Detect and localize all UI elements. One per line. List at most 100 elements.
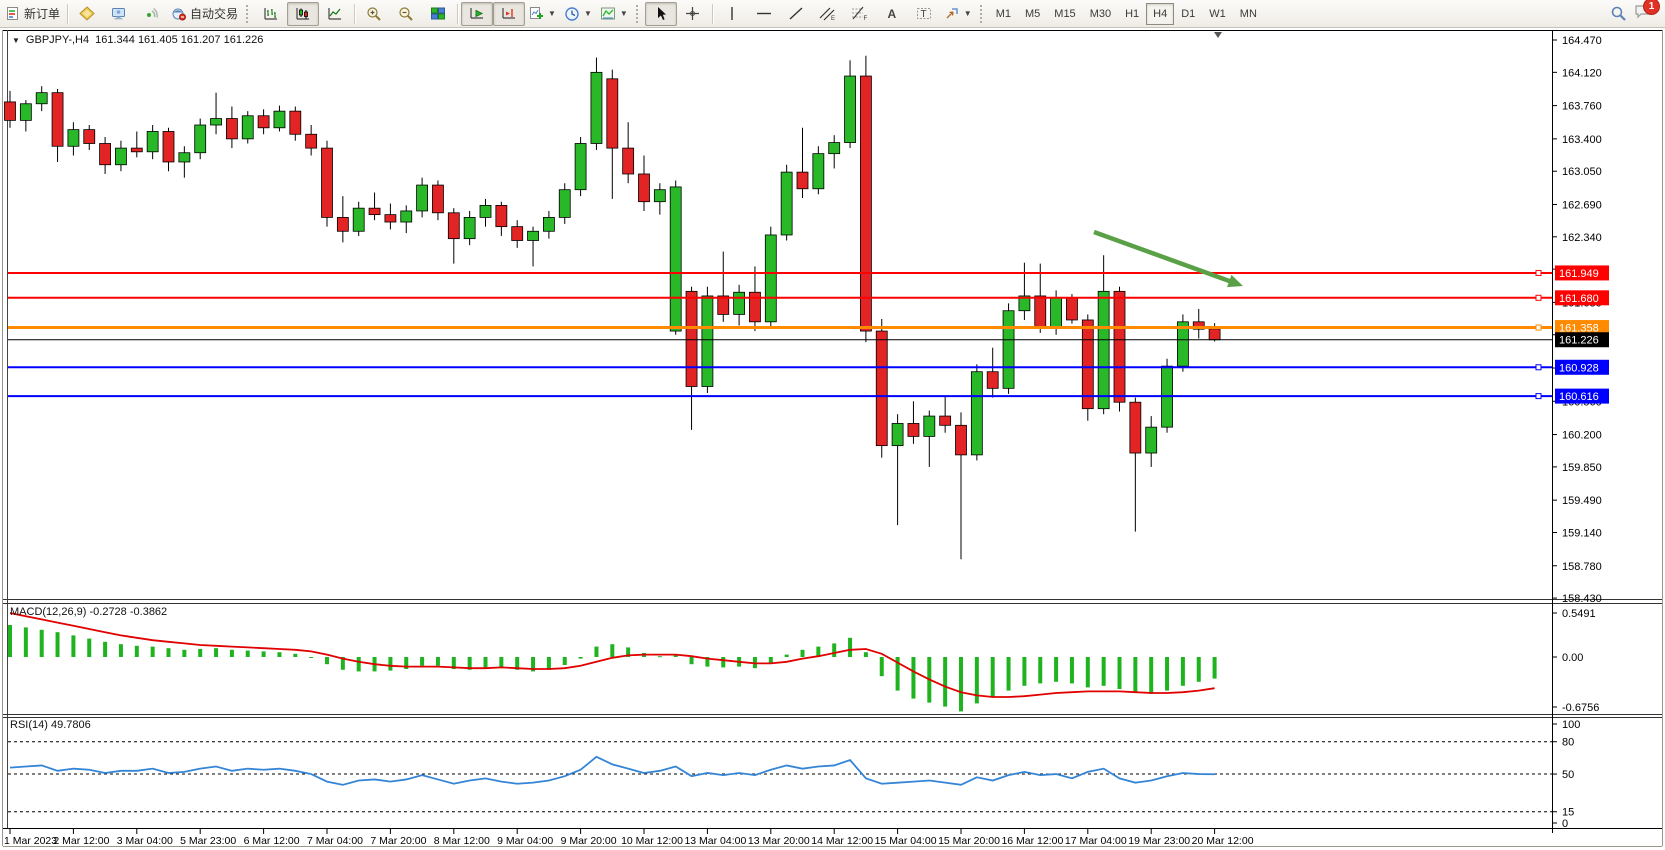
trendline-button[interactable] [780, 2, 812, 26]
candle-body [1081, 319, 1094, 410]
chart-shift-icon [502, 8, 516, 19]
line-chart-icon [328, 8, 342, 20]
collapse-triangle-icon[interactable]: ▼ [12, 35, 20, 45]
terminal-button[interactable] [103, 2, 135, 26]
signal-button[interactable] [135, 2, 167, 26]
cursor-button[interactable] [644, 1, 677, 26]
toolbar-handle[interactable] [635, 4, 641, 23]
candle-body [368, 207, 381, 216]
tf-button-mn[interactable]: MN [1239, 7, 1257, 20]
candle-body [447, 212, 460, 240]
rsi-tick-label: 50 [1562, 769, 1574, 781]
macd-label: MACD(12,26,9) -0.2728 -0.3862 [10, 606, 168, 618]
tf-button-m1[interactable]: M1 [995, 7, 1011, 20]
macd-bar [1165, 657, 1170, 691]
tf-button-m15[interactable]: M15 [1054, 7, 1076, 20]
hline-button[interactable] [748, 2, 780, 26]
new-order-button[interactable]: 新订单 [2, 2, 64, 26]
time-tick-label: 15 Mar 20:00 [938, 835, 1000, 847]
macd-bar [8, 625, 12, 657]
macd-bar [562, 657, 567, 665]
tile-windows-button[interactable] [422, 2, 454, 26]
candle-body [891, 423, 904, 447]
macd-bar [959, 657, 963, 712]
tf-button-d1[interactable]: D1 [1181, 7, 1196, 20]
chart-canvas[interactable]: 164.470 164.120 163.760 163.400 163.050 162.6… [0, 28, 1665, 850]
dropdown-caret: ▼ [619, 9, 628, 18]
candle-body [1050, 297, 1062, 329]
macd-bar [689, 657, 694, 665]
candle-body [257, 115, 270, 129]
rsi-label: RSI(14) 49.7806 [10, 719, 91, 731]
rsi-line [9, 755, 1215, 786]
macd-tick-label: -0.6756 [1562, 702, 1599, 714]
macd-bar [943, 657, 948, 707]
text-button[interactable]: A [876, 2, 908, 26]
candle-body [1018, 295, 1031, 312]
candle-body [1034, 295, 1047, 329]
trend-arrow-head[interactable] [1227, 274, 1243, 288]
search-button[interactable] [1602, 2, 1634, 26]
line-handle[interactable] [1535, 393, 1542, 400]
rsi-tick-label: 15 [1562, 807, 1574, 819]
channel-button[interactable]: E [812, 2, 844, 26]
macd-bar [974, 657, 979, 704]
tf-button-w1[interactable]: W1 [1209, 7, 1226, 20]
macd-bar [420, 657, 425, 666]
time-tick-label: 8 Mar 12:00 [434, 835, 490, 847]
candle-body [955, 424, 967, 456]
trend-arrow[interactable] [1093, 229, 1233, 285]
zoom-in-button[interactable] [358, 2, 390, 26]
tf-button-m30[interactable]: M30 [1089, 7, 1112, 20]
time-tick-label: 10 Mar 12:00 [621, 835, 683, 847]
line-handle[interactable] [1535, 294, 1542, 301]
toolbar-handle[interactable] [979, 4, 985, 23]
macd-bar [451, 657, 456, 669]
chart-shift-button[interactable] [493, 1, 526, 26]
toolbar-handle[interactable] [246, 4, 251, 23]
fibonacci-button[interactable]: F [844, 2, 876, 26]
notifications-button[interactable]: 1 [1634, 0, 1660, 25]
price-tag-bg [1555, 290, 1609, 306]
terminal-icon [112, 8, 126, 20]
search-icon [1611, 6, 1626, 21]
label-button[interactable]: T [908, 2, 940, 26]
arrows-button[interactable]: ▼ [940, 2, 976, 26]
candle-body [733, 291, 745, 315]
crosshair-button[interactable] [677, 2, 709, 26]
periods-button[interactable]: ▼ [560, 2, 596, 26]
chart-line-button[interactable] [319, 2, 351, 26]
price-tick-label: 164.470 [1562, 35, 1602, 47]
macd-bar [832, 643, 837, 657]
tf-button-h4[interactable]: H4 [1146, 2, 1175, 25]
macd-tick-label: 0.5491 [1562, 608, 1596, 620]
templates-button[interactable]: ▼ [596, 2, 632, 26]
macd-bar [229, 649, 234, 657]
candle-body [558, 189, 571, 218]
tf-button-m5[interactable]: M5 [1025, 7, 1041, 20]
price-tick-label: 159.850 [1562, 462, 1602, 474]
indicators-button[interactable]: ▼ [525, 2, 560, 26]
macd-signal-value: -0.3862 [129, 606, 168, 618]
autotrading-button[interactable]: 自动交易 [167, 2, 242, 26]
chart-candles-button[interactable] [287, 1, 320, 26]
line-handle[interactable] [1535, 324, 1542, 331]
line-handle[interactable] [1535, 364, 1542, 371]
zoom-out-button[interactable] [390, 2, 422, 26]
macd-bar [1180, 657, 1185, 686]
vline-button[interactable] [716, 2, 748, 26]
metaeditor-button[interactable] [71, 2, 103, 26]
candle-body [574, 143, 587, 191]
tf-button-h1[interactable]: H1 [1125, 7, 1140, 20]
macd-bar [657, 656, 662, 658]
macd-bar [768, 657, 773, 663]
rsi-tick-label: 0 [1562, 818, 1568, 830]
line-handle[interactable] [1535, 269, 1542, 276]
chart-bars-button[interactable] [255, 2, 287, 26]
indicators-icon [530, 7, 544, 19]
separator [354, 3, 356, 24]
time-tick-label: 5 Mar 23:00 [180, 835, 236, 847]
ohlc-open: 161.344 [95, 34, 135, 46]
candle-body [479, 204, 492, 218]
autoscroll-button[interactable] [461, 1, 494, 26]
